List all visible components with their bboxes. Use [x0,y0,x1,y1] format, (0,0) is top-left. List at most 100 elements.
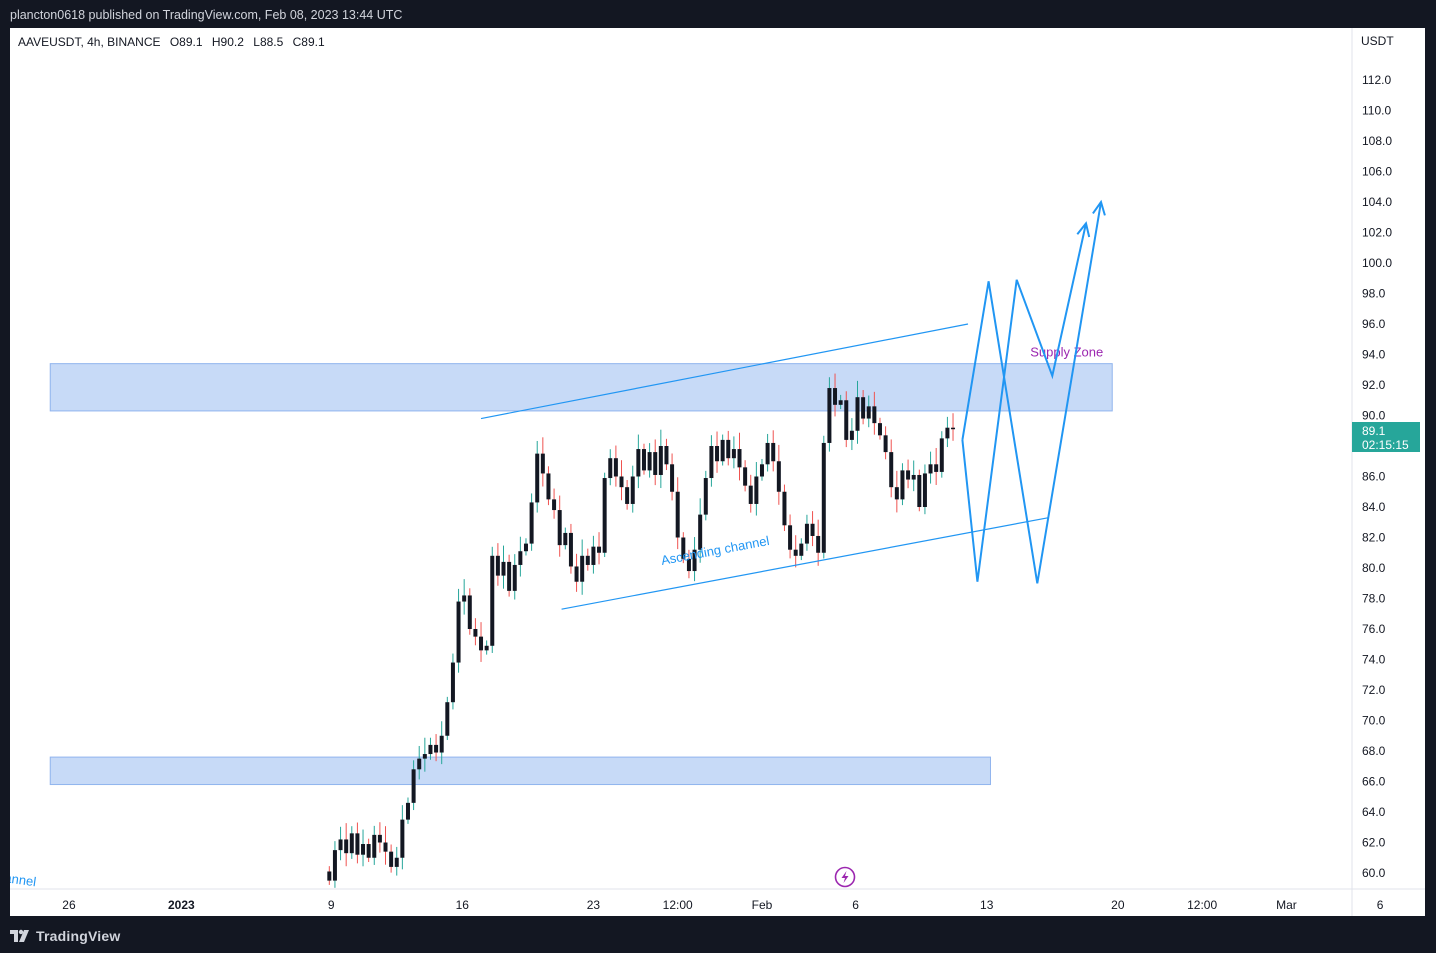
axes-layer: USDT 60.0 62.0 64.0 66.0 68.0 70.0 72.0 74.0 76.… [10,28,1425,916]
candle [636,434,641,489]
last-price-badge: 89.1 02:15:15 [1352,422,1420,452]
candle [664,438,669,471]
symbol-line: AAVEUSDT, 4h, BINANCE [18,35,161,49]
candle [799,538,804,561]
candle [686,549,691,579]
bar-countdown: 02:15:15 [1362,438,1409,452]
ohlc-close: C89.1 [293,35,325,49]
candle [456,588,461,673]
candlestick-chart[interactable]: Supply Zone Ascending channel annel USDT … [10,28,1425,916]
y-tick-label: 108.0 [1362,134,1392,148]
candle [922,464,927,515]
x-tick-label: 13 [980,898,994,912]
candle [417,745,422,780]
y-tick-label: 90.0 [1362,409,1386,423]
candle [450,653,455,710]
candle [765,433,770,472]
candle [327,866,332,885]
candle [698,498,703,563]
candle [692,537,697,582]
candle [653,439,658,486]
candle [945,416,950,448]
candle [810,511,815,547]
symbol-legend: AAVEUSDT, 4h, BINANCE O89.1 H90.2 L88.5 … [18,35,325,49]
y-tick-label: 76.0 [1362,622,1386,636]
channel-label: Ascending channel [660,533,771,568]
candle [883,426,888,460]
y-tick-label: 98.0 [1362,287,1386,301]
candle [608,449,613,486]
candle [788,514,793,559]
candle [344,823,349,867]
candle [619,460,624,501]
lightning-icon[interactable] [834,866,856,888]
tradingview-logo-icon [10,929,29,942]
y-tick-label: 96.0 [1362,317,1386,331]
channel-lower-line[interactable] [561,517,1049,610]
candle [400,805,405,870]
candle [366,838,371,863]
projection-path-0[interactable] [961,223,1087,582]
currency-label: USDT [1361,34,1394,48]
candle [889,439,894,498]
ohlc-high: H90.2 [212,35,244,49]
candle [844,391,849,448]
candle [793,535,798,568]
candle [726,430,731,466]
candle [866,395,871,428]
candle [591,535,596,574]
candle [658,429,663,489]
candle [715,431,720,473]
candle [484,640,489,655]
y-tick-label: 68.0 [1362,744,1386,758]
candle [743,460,748,492]
channel-upper-line[interactable] [480,323,969,420]
candle [377,822,382,853]
y-tick-label: 94.0 [1362,348,1386,362]
candle [585,548,590,571]
candle [405,797,410,824]
candle [737,432,742,481]
candle [355,822,360,864]
y-tick-label: 86.0 [1362,470,1386,484]
candle [838,394,843,410]
chart-panel[interactable]: Supply Zone Ascending channel annel USDT … [10,28,1425,916]
candle [748,474,753,513]
candle [535,440,540,513]
candle [816,519,821,566]
candle [518,536,523,577]
candle [630,465,635,513]
candle [479,622,484,662]
y-tick-label: 92.0 [1362,378,1386,392]
candle [349,826,354,859]
y-tick-label: 74.0 [1362,653,1386,667]
projection-path-1[interactable] [961,201,1102,584]
candle [389,844,394,873]
y-tick-label: 104.0 [1362,195,1392,209]
prior-channel-label: annel [10,870,37,889]
candle [467,588,472,635]
candle [720,434,725,466]
candle [546,466,551,506]
candle [512,554,517,600]
candle [849,418,854,451]
x-tick-label: 2023 [168,898,195,912]
x-tick-label: 6 [1377,898,1384,912]
y-tick-label: 78.0 [1362,592,1386,606]
candle [557,495,562,557]
candle [782,484,787,532]
candle [529,493,534,551]
y-tick-label: 80.0 [1362,561,1386,575]
zone-rect-0[interactable] [49,363,1113,412]
candle [523,538,528,556]
candle [507,554,512,597]
candle [338,826,343,861]
zone-rect-1[interactable] [49,756,991,786]
candle [434,734,439,762]
x-tick-label: 6 [852,898,859,912]
candle [709,435,714,487]
candle [580,539,585,595]
candle [934,447,939,485]
candle [861,390,866,425]
candle [703,470,708,521]
